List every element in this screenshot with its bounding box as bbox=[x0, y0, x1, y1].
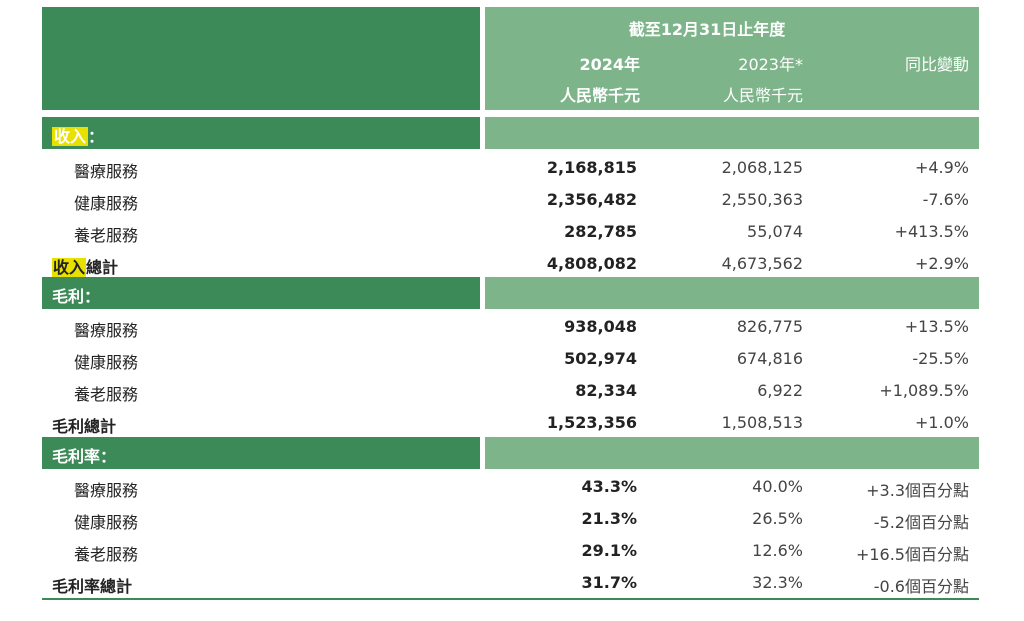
table-row: 健康服務 2,356,482 2,550,363 -7.6% bbox=[74, 190, 969, 213]
table-row: 健康服務 502,974 674,816 -25.5% bbox=[74, 349, 969, 372]
table-row: 醫療服務 43.3% 40.0% +3.3個百分點 bbox=[74, 477, 969, 500]
total-row-gross-margin: 毛利率總計 31.7% 32.3% -0.6個百分點 bbox=[52, 573, 969, 596]
total-row-revenue: 收入總計 4,808,082 4,673,562 +2.9% bbox=[52, 254, 969, 277]
section-gross-profit: 毛利： bbox=[42, 277, 979, 309]
table-row: 醫療服務 2,168,815 2,068,125 +4.9% bbox=[74, 158, 969, 181]
section-title: 收入： bbox=[52, 127, 105, 146]
column-2023-header: 2023年* 人民幣千元 bbox=[722, 55, 803, 105]
table-row: 養老服務 82,334 6,922 +1,089.5% bbox=[74, 381, 969, 404]
table-bottom-rule bbox=[42, 598, 979, 600]
table-row: 醫療服務 938,048 826,775 +13.5% bbox=[74, 317, 969, 340]
section-gross-margin: 毛利率： bbox=[42, 437, 979, 469]
table-row: 健康服務 21.3% 26.5% -5.2個百分點 bbox=[74, 509, 969, 532]
period-title: 截至12月31日止年度 bbox=[628, 20, 786, 39]
total-row-gross-profit: 毛利總計 1,523,356 1,508,513 +1.0% bbox=[52, 413, 969, 436]
section-title: 毛利率： bbox=[52, 447, 117, 466]
column-2024-header: 2024年 人民幣千元 bbox=[559, 55, 640, 105]
section-revenue: 收入： bbox=[42, 117, 979, 149]
header-right-block: 截至12月31日止年度 2024年 人民幣千元 2023年* 人民幣千元 同比變… bbox=[485, 7, 979, 110]
table-row: 養老服務 29.1% 12.6% +16.5個百分點 bbox=[74, 541, 969, 564]
column-yoy-header: 同比變動 bbox=[904, 55, 969, 74]
section-title: 毛利： bbox=[52, 287, 101, 306]
header-left-block bbox=[42, 7, 480, 110]
table-row: 養老服務 282,785 55,074 +413.5% bbox=[74, 222, 969, 245]
